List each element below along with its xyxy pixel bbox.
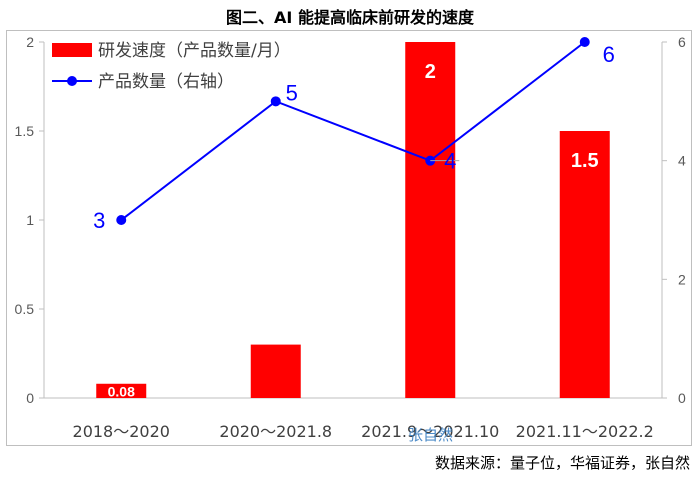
x-tick-label: 2021.11～2022.2 bbox=[516, 422, 654, 441]
legend-bar-swatch bbox=[52, 43, 92, 57]
left-tick-label: 0.5 bbox=[15, 301, 35, 317]
line-point bbox=[579, 37, 590, 47]
left-tick-label: 1 bbox=[26, 212, 34, 228]
x-tick-label: 2020～2021.8 bbox=[219, 422, 332, 441]
chart-title: 图二、AI 能提高临床前研发的速度 bbox=[226, 8, 474, 27]
bar-data-label: 0.08 bbox=[108, 383, 135, 399]
watermark-text: 张自然 bbox=[408, 426, 454, 444]
bar-data-label: 2 bbox=[425, 61, 436, 83]
chart-frame bbox=[6, 30, 692, 446]
line-data-label: 4 bbox=[444, 149, 456, 174]
x-tick-label: 2021.9～2021.10 bbox=[361, 422, 499, 441]
bar bbox=[96, 383, 147, 398]
right-tick-label: 6 bbox=[678, 34, 686, 50]
bar bbox=[559, 131, 610, 398]
line-data-label: 6 bbox=[603, 42, 615, 67]
line-data-label: 3 bbox=[93, 208, 105, 233]
bar bbox=[250, 344, 301, 398]
bar bbox=[405, 42, 456, 398]
left-tick-label: 2 bbox=[26, 34, 34, 50]
line-point bbox=[270, 96, 281, 107]
right-tick-label: 0 bbox=[678, 390, 686, 406]
legend-line-marker bbox=[67, 76, 77, 86]
line-point bbox=[116, 215, 127, 225]
right-tick-label: 2 bbox=[678, 271, 686, 287]
bar-data-label: 1.5 bbox=[571, 150, 599, 172]
line-series bbox=[120, 41, 586, 221]
right-tick-label: 4 bbox=[678, 153, 686, 169]
left-tick-label: 1.5 bbox=[15, 123, 35, 139]
legend-line-label: 产品数量（右轴） bbox=[98, 72, 234, 92]
source-note: 数据来源：量子位，华福证券，张自然 bbox=[434, 454, 690, 472]
line-data-label: 5 bbox=[286, 80, 298, 105]
legend-bar-label: 研发速度（产品数量/月） bbox=[98, 41, 291, 61]
x-tick-label: 2018～2020 bbox=[73, 422, 170, 441]
left-tick-label: 0 bbox=[26, 390, 34, 406]
